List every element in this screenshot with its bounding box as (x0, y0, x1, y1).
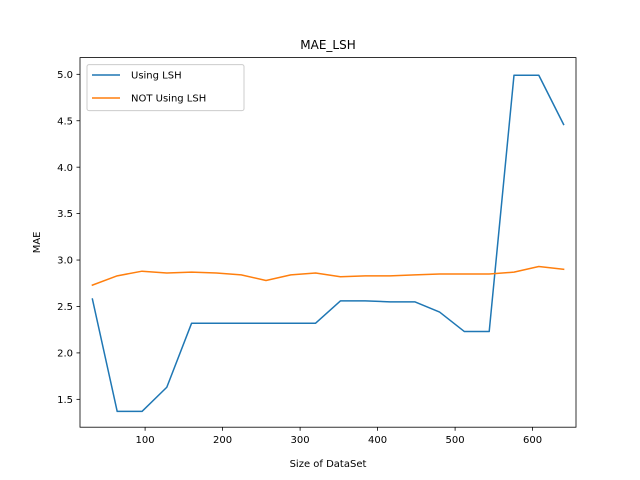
y-tick-label: 4.0 (57, 163, 73, 174)
y-axis-ticks: 1.5 2.0 2.5 3.0 3.5 4.0 4.5 5.0 (57, 70, 80, 406)
x-tick-label: 500 (446, 435, 465, 446)
legend-label-not-using-lsh: NOT Using LSH (131, 94, 206, 105)
y-tick-label: 3.5 (57, 209, 73, 220)
x-tick-label: 300 (291, 435, 310, 446)
y-tick-label: 2.0 (57, 349, 73, 360)
x-tick-label: 400 (368, 435, 387, 446)
chart-title: MAE_LSH (300, 38, 355, 52)
x-tick-label: 200 (213, 435, 232, 446)
series-line-not-using-lsh (91, 265, 565, 287)
y-tick-label: 1.5 (57, 395, 73, 406)
series-line-using-lsh (91, 74, 565, 413)
legend-box (86, 64, 245, 112)
x-axis-ticks: 100 200 300 400 500 600 (136, 427, 542, 446)
series-lines (91, 74, 565, 413)
y-tick-label: 2.5 (57, 302, 73, 313)
x-tick-label: 600 (523, 435, 542, 446)
plot-area (80, 57, 576, 428)
legend: Using LSH NOT Using LSH (86, 64, 245, 112)
y-axis-label: MAE (32, 232, 43, 254)
legend-label-using-lsh: Using LSH (131, 71, 182, 82)
plot-frame (79, 57, 577, 428)
y-tick-label: 4.5 (57, 116, 73, 127)
x-axis-label: Size of DataSet (290, 459, 367, 470)
x-tick-label: 100 (136, 435, 155, 446)
y-tick-label: 5.0 (57, 70, 73, 81)
y-tick-label: 3.0 (57, 256, 73, 267)
